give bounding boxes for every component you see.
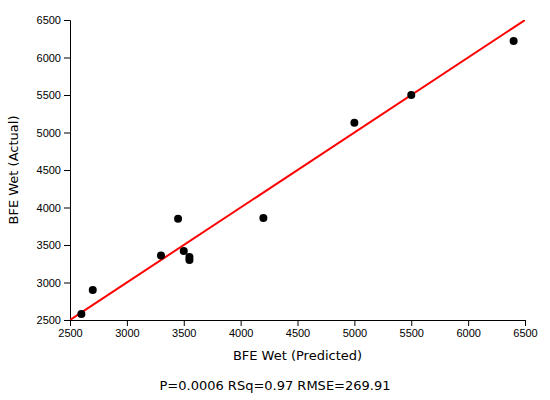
- x-tick-label: 3500: [172, 327, 196, 339]
- annotation: P=0.0006 RSq=0.97 RMSE=269.91: [160, 378, 391, 393]
- y-tick-label: 3000: [37, 277, 61, 289]
- y-tick: 2500: [37, 314, 70, 326]
- y-tick-label: 4500: [37, 164, 61, 176]
- y-tick-label: 3500: [37, 239, 61, 251]
- x-axis-title: BFE Wet (Predicted): [233, 348, 362, 363]
- points: [77, 37, 517, 318]
- y-tick-label: 2500: [37, 314, 61, 326]
- y-axis-line: [64, 21, 71, 321]
- chart: 2500300035004000450050005500600065002500…: [0, 0, 550, 400]
- x-tick-label: 5500: [400, 327, 424, 339]
- x-tick-label: 5000: [343, 327, 367, 339]
- point: [407, 91, 415, 99]
- point: [180, 247, 188, 255]
- x-tick-mark: [354, 320, 355, 326]
- y-tick-mark: [64, 20, 70, 21]
- x-tick: 2500: [58, 320, 82, 339]
- y-tick-mark: [64, 58, 70, 59]
- y-tick-label: 5000: [37, 127, 61, 139]
- point: [350, 119, 358, 127]
- y-tick: 3000: [37, 277, 70, 289]
- x-tick-mark: [525, 320, 526, 326]
- x-tick-label: 4500: [286, 327, 310, 339]
- y-tick: 4500: [37, 164, 70, 176]
- x-tick: 6500: [513, 320, 537, 339]
- point: [174, 215, 182, 223]
- point: [185, 256, 193, 264]
- x-tick: 3500: [172, 320, 196, 339]
- x-axis: 2500 3000 3500 4000 4500 5000 5500 6000 6500: [58, 320, 537, 339]
- y-tick: 6500: [37, 14, 70, 26]
- y-tick: 3500: [37, 239, 70, 251]
- x-axis-line: [71, 321, 526, 327]
- x-tick-mark: [298, 320, 299, 326]
- y-tick-mark: [64, 283, 70, 284]
- point: [157, 252, 165, 260]
- x-tick-label: 6000: [456, 327, 480, 339]
- x-tick-mark: [127, 320, 128, 326]
- x-tick-mark: [184, 320, 185, 326]
- y-tick-mark: [64, 320, 70, 321]
- y-tick: 5500: [37, 89, 70, 101]
- y-axis: 2500 3000 3500 4000 4500 5000 5500 6000 6500: [37, 14, 71, 326]
- point: [89, 286, 97, 294]
- point: [259, 214, 267, 222]
- y-axis-title: BFE Wet (Actual): [6, 116, 21, 225]
- x-tick: 5500: [400, 320, 424, 339]
- y-tick-mark: [64, 95, 70, 96]
- y-tick-label: 6000: [37, 52, 61, 64]
- marks: [70, 20, 525, 320]
- x-tick-label: 6500: [513, 327, 537, 339]
- y-tick-mark: [64, 208, 70, 209]
- x-tick: 5000: [343, 320, 367, 339]
- y-tick-mark: [64, 245, 70, 246]
- x-tick-label: 2500: [58, 327, 82, 339]
- x-tick: 4500: [286, 320, 310, 339]
- y-tick: 6000: [37, 52, 70, 64]
- y-tick-label: 6500: [37, 14, 61, 26]
- y-tick-label: 4000: [37, 202, 61, 214]
- x-tick-mark: [411, 320, 412, 326]
- x-tick: 6000: [456, 320, 480, 339]
- y-tick-mark: [64, 133, 70, 134]
- x-tick: 3000: [115, 320, 139, 339]
- y-tick-mark: [64, 170, 70, 171]
- x-tick-mark: [468, 320, 469, 326]
- y-tick-label: 5500: [37, 89, 61, 101]
- y-tick: 4000: [37, 202, 70, 214]
- y-tick: 5000: [37, 127, 70, 139]
- x-tick-label: 3000: [115, 327, 139, 339]
- point: [77, 310, 85, 318]
- x-tick-mark: [241, 320, 242, 326]
- x-tick: 4000: [229, 320, 253, 339]
- x-tick-label: 4000: [229, 327, 253, 339]
- point: [510, 37, 518, 45]
- plot-area: 2500300035004000450050005500600065002500…: [37, 14, 538, 339]
- regression-line: [70, 20, 525, 320]
